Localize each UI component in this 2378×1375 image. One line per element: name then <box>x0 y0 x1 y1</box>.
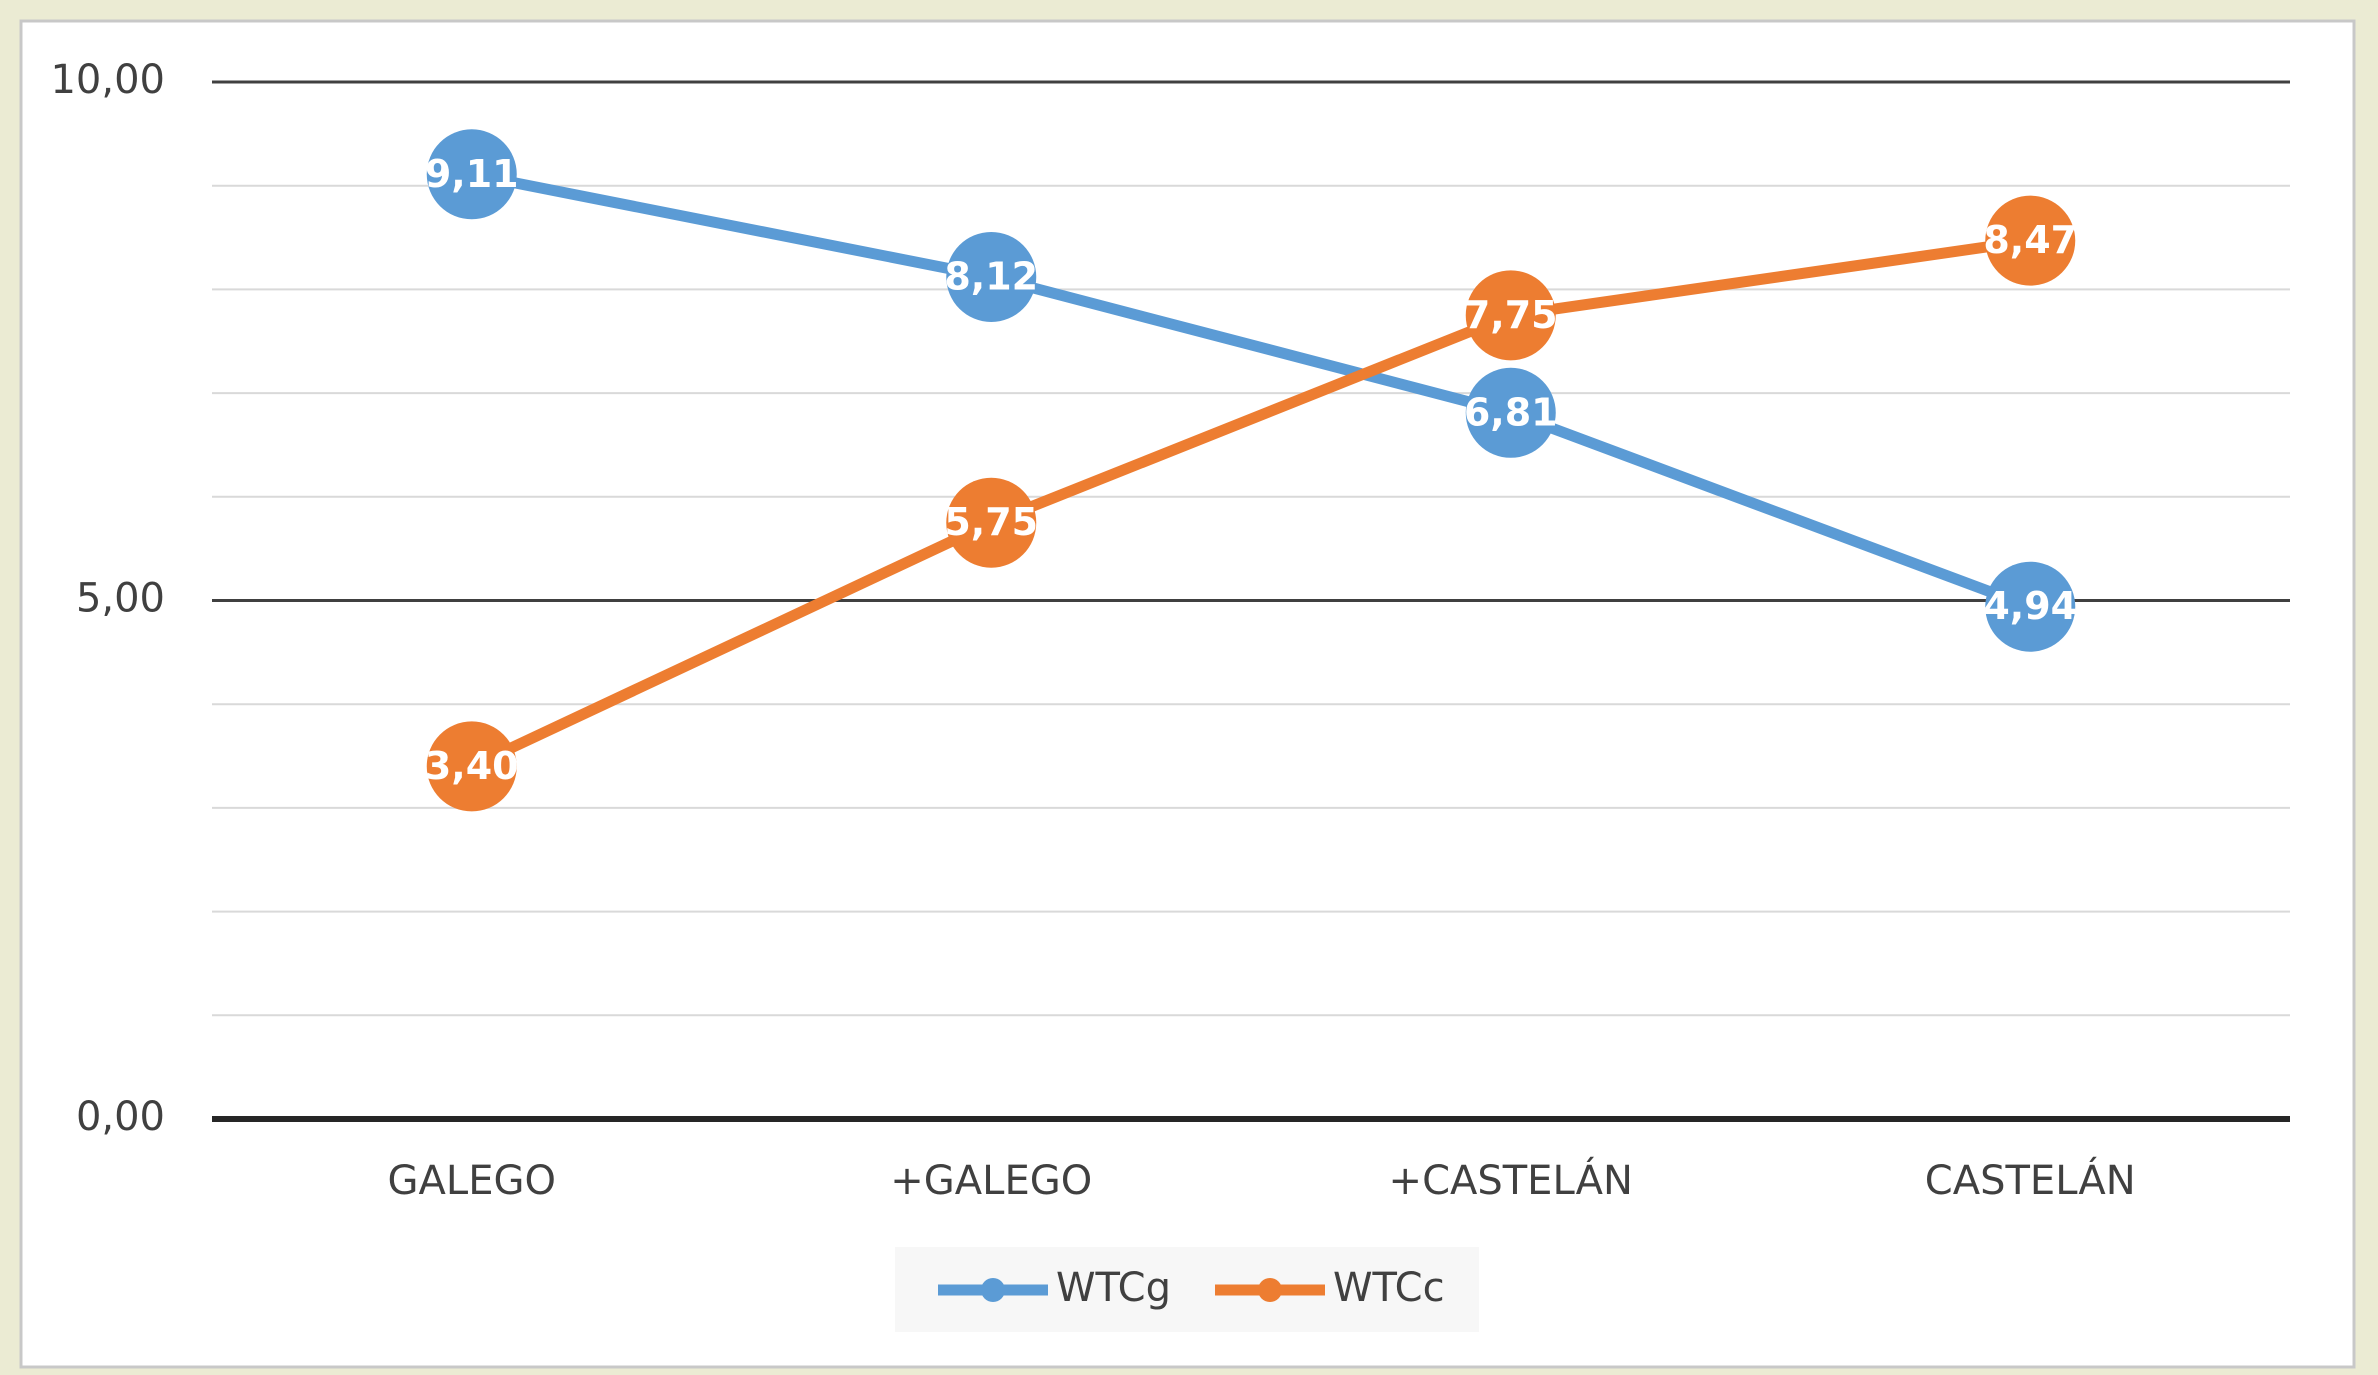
data-point <box>1465 367 1556 458</box>
data-point <box>1985 561 2076 652</box>
legend-label: WTCc <box>1333 1265 1445 1311</box>
legend-label: WTCg <box>1056 1265 1171 1311</box>
y-tick-label: 0,00 <box>76 1094 165 1140</box>
series-line <box>469 235 2032 772</box>
data-label: 3,40 <box>425 744 519 788</box>
data-label: 7,75 <box>1464 293 1558 337</box>
data-point <box>946 231 1037 322</box>
data-point <box>1985 195 2076 286</box>
legend-swatch-marker <box>981 1278 1005 1302</box>
x-tick-label: +CASTELÁN <box>1389 1156 1633 1204</box>
legend-swatch-marker <box>1258 1278 1282 1302</box>
data-label: 8,47 <box>1983 218 2077 262</box>
x-tick-label: +GALEGO <box>890 1158 1092 1204</box>
x-tick-label: GALEGO <box>388 1158 556 1204</box>
y-tick-label: 10,00 <box>50 57 165 103</box>
data-label: 9,11 <box>425 152 519 196</box>
data-point <box>426 721 517 812</box>
data-point <box>426 129 517 220</box>
data-point <box>1465 270 1556 361</box>
data-label: 4,94 <box>1983 584 2077 628</box>
data-label: 5,75 <box>944 500 1038 544</box>
y-tick-label: 5,00 <box>76 576 165 622</box>
series-line <box>470 168 2033 612</box>
data-point <box>946 477 1037 568</box>
x-tick-label: CASTELÁN <box>1925 1156 2136 1204</box>
data-label: 8,12 <box>944 254 1038 298</box>
data-label: 6,81 <box>1464 390 1558 434</box>
